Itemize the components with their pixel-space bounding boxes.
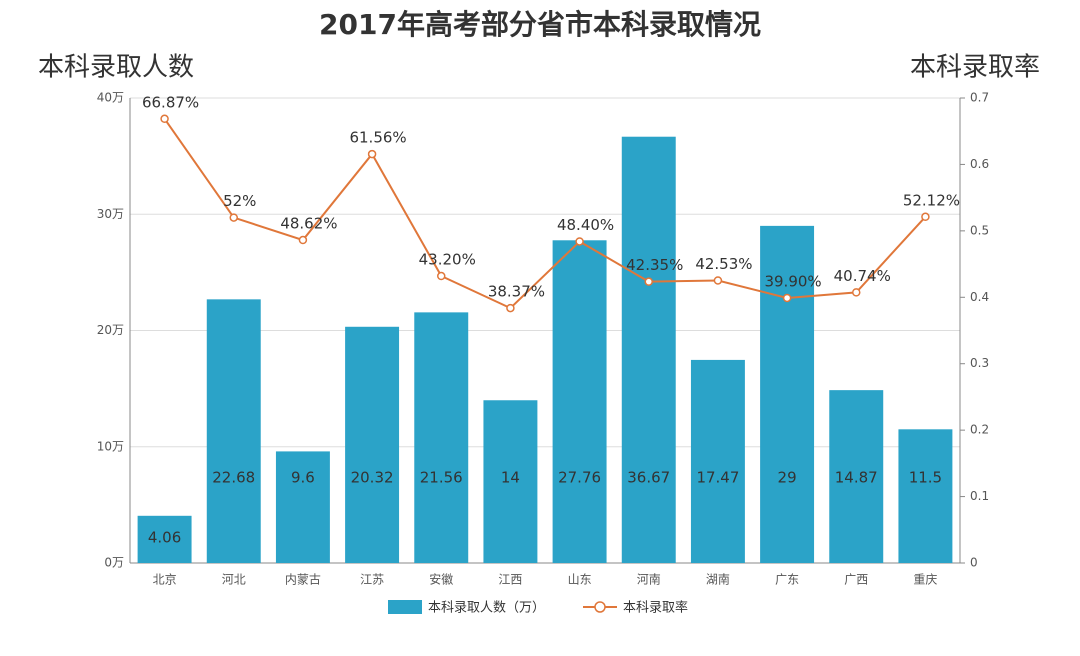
y2-tick-label: 0.7 — [970, 91, 989, 105]
rate-point — [437, 271, 446, 281]
rate-value-label: 61.56% — [349, 129, 406, 147]
rate-point — [367, 149, 377, 159]
y-tick-label: 40万 — [97, 91, 124, 105]
rate-value-label: 42.53% — [695, 255, 752, 273]
rate-value-label: 48.40% — [557, 216, 614, 234]
x-tick-label: 山东 — [568, 573, 592, 587]
rate-point — [160, 114, 169, 124]
bar — [206, 299, 261, 563]
bar — [552, 240, 607, 564]
bar-value-label: 14 — [501, 469, 520, 487]
x-tick-label: 安徽 — [429, 572, 453, 587]
bar-value-label: 36.67 — [627, 469, 670, 487]
rate-value-label: 52% — [223, 192, 256, 210]
rate-value-label: 38.37% — [488, 283, 545, 301]
y2-tick-label: 0 — [970, 556, 978, 570]
y2-tick-label: 0.1 — [970, 489, 989, 503]
bar — [414, 312, 469, 563]
y2-tick-label: 0.2 — [970, 423, 989, 437]
bar-value-label: 17.47 — [696, 469, 739, 487]
rate-value-label: 40.74% — [834, 267, 891, 285]
rate-point — [921, 212, 930, 222]
rate-point — [644, 277, 653, 286]
y2-axis-title: 本科录取率 — [910, 53, 1040, 83]
legend-swatch — [388, 600, 422, 614]
bar — [345, 326, 400, 563]
bar-value-label: 22.68 — [212, 469, 255, 487]
rate-point — [782, 293, 792, 303]
bar-value-label: 29 — [778, 469, 797, 487]
bar — [760, 225, 815, 563]
y2-tick-label: 0.3 — [970, 356, 989, 370]
x-tick-label: 江苏 — [360, 573, 384, 587]
rate-line — [163, 118, 927, 310]
x-tick-label: 湖南 — [706, 572, 730, 587]
bar-value-label: 14.87 — [835, 469, 878, 487]
rate-value-label: 52.12% — [903, 191, 960, 209]
legend-label: 本科录取率 — [623, 600, 688, 616]
x-tick-label: 河南 — [637, 572, 661, 587]
bar-value-label: 4.06 — [148, 528, 181, 546]
y-tick-label: 0万 — [104, 556, 124, 570]
legend-label: 本科录取人数（万） — [428, 601, 545, 616]
y2-tick-label: 0.4 — [970, 290, 989, 304]
chart-title: 2017年高考部分省市本科录取情况 — [319, 8, 761, 41]
bar-value-label: 20.32 — [351, 469, 394, 487]
rate-value-label: 42.35% — [626, 256, 683, 274]
bar-value-label: 11.5 — [909, 469, 942, 487]
x-tick-label: 广东 — [775, 573, 799, 587]
bar — [621, 136, 676, 563]
y-axis-title: 本科录取人数 — [38, 53, 194, 83]
rate-point — [852, 288, 861, 297]
x-tick-label: 内蒙古 — [285, 572, 321, 587]
y2-tick-label: 0.6 — [970, 157, 989, 171]
x-tick-label: 河北 — [222, 573, 246, 587]
bar-value-label: 27.76 — [558, 469, 601, 487]
bar — [483, 400, 538, 563]
rate-point — [575, 237, 584, 246]
rate-point — [506, 303, 515, 313]
y-tick-label: 30万 — [97, 207, 124, 221]
bar-value-label: 21.56 — [420, 469, 463, 487]
y-tick-label: 10万 — [97, 439, 124, 453]
legend-swatch — [594, 601, 606, 613]
x-tick-label: 北京 — [153, 573, 177, 587]
bar — [829, 390, 884, 563]
bar — [137, 515, 192, 563]
bar-value-label: 9.6 — [291, 469, 315, 487]
bar — [690, 359, 745, 563]
y2-tick-label: 0.5 — [970, 223, 989, 237]
rate-point — [713, 276, 723, 285]
bar — [898, 429, 953, 563]
rate-point — [229, 213, 238, 222]
bar — [275, 451, 330, 563]
x-tick-label: 江西 — [498, 573, 522, 587]
rate-value-label: 48.62% — [280, 215, 337, 233]
rate-value-label: 66.87% — [142, 93, 199, 111]
rate-value-label: 43.20% — [419, 251, 476, 269]
x-tick-label: 广西 — [844, 573, 868, 587]
rate-value-label: 39.90% — [764, 272, 821, 290]
rate-point — [298, 235, 308, 245]
x-tick-label: 重庆 — [913, 573, 937, 587]
y-tick-label: 20万 — [97, 323, 124, 337]
